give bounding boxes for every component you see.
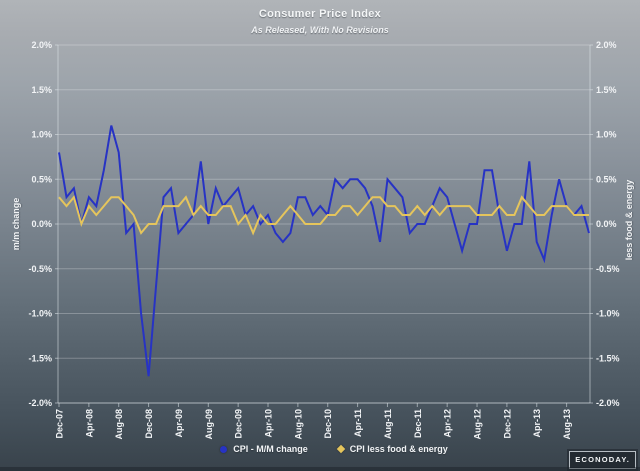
legend-label-cpi: CPI - M/M change <box>233 444 308 454</box>
chart-title: Consumer Price Index <box>258 8 382 20</box>
y-tick-label-right: -2.0% <box>596 398 620 408</box>
x-tick-label: Apr-09 <box>174 409 184 438</box>
x-tick-label: Apr-10 <box>264 409 274 438</box>
y-tick-label-left: 1.5% <box>31 85 52 95</box>
series-line-cpi-less-food-energy <box>58 195 589 236</box>
x-tick-label: Apr-11 <box>353 409 363 437</box>
x-tick-label: Aug-12 <box>473 409 483 440</box>
y-tick-label-right: 1.0% <box>596 130 617 140</box>
y-tick-label-left: 2.0% <box>31 40 52 50</box>
y-axis-title-left: m/m change <box>11 197 21 251</box>
y-tick-label-left: 0.0% <box>31 219 52 229</box>
y-tick-label-left: -2.0% <box>28 398 52 408</box>
y-tick-label-left: -1.5% <box>28 353 52 363</box>
y-tick-label-right: -1.5% <box>596 353 620 363</box>
x-tick-label: Dec-10 <box>323 409 333 439</box>
y-tick-label-right: 0.0% <box>596 219 617 229</box>
x-tick-label: Apr-13 <box>532 409 542 438</box>
econoday-logo: ECONODAY. <box>569 451 636 469</box>
legend-item-core-cpi: CPI less food & energy <box>336 444 448 454</box>
bottom-edge-strip <box>0 467 640 471</box>
y-tick-label-right: 2.0% <box>596 40 617 50</box>
x-tick-label: Aug-13 <box>562 409 572 440</box>
x-tick-label: Dec-08 <box>144 409 154 439</box>
legend: CPI - M/M change CPI less food & energy <box>0 442 640 456</box>
y-tick-label-left: 1.0% <box>31 130 52 140</box>
x-tick-label: Aug-08 <box>114 409 124 440</box>
chart-subtitle: As Released, With No Revisions <box>251 25 389 35</box>
series-line-cpi-mm-change <box>58 125 590 377</box>
legend-item-cpi: CPI - M/M change <box>220 444 308 454</box>
core-cpi-series-marker-icon <box>336 444 345 454</box>
x-tick-label: Aug-11 <box>383 409 393 439</box>
y-axis-title-right: less food & energy <box>624 179 634 261</box>
legend-label-core-cpi: CPI less food & energy <box>349 444 448 454</box>
y-tick-label-right: -0.5% <box>596 264 620 274</box>
cpi-series-marker-icon <box>220 445 228 453</box>
y-tick-label-left: 0.5% <box>31 174 52 184</box>
x-tick-label: Aug-10 <box>293 409 303 440</box>
x-tick-label: Apr-08 <box>84 409 94 438</box>
y-tick-label-left: -0.5% <box>28 264 52 274</box>
x-tick-label: Dec-07 <box>55 409 65 439</box>
y-tick-label-right: 0.5% <box>596 174 617 184</box>
x-tick-label: Apr-12 <box>443 409 453 438</box>
x-tick-label: Dec-12 <box>502 409 512 439</box>
x-tick-label: Aug-09 <box>204 409 214 440</box>
x-tick-label: Dec-09 <box>234 409 244 439</box>
y-tick-label-right: -1.0% <box>596 309 620 319</box>
x-tick-label: Dec-11 <box>413 409 423 438</box>
y-tick-label-left: -1.0% <box>28 309 52 319</box>
y-tick-label-right: 1.5% <box>596 85 617 95</box>
